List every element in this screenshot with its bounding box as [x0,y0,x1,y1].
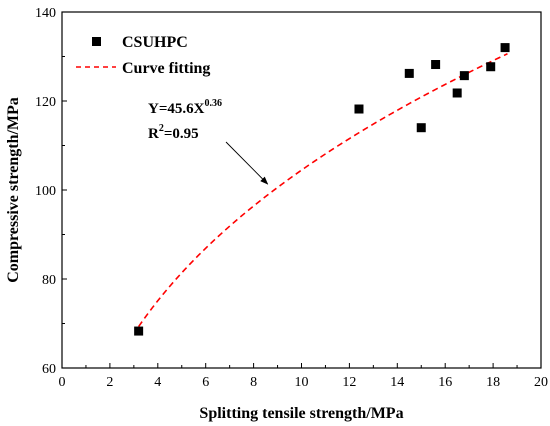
fit-curve [137,53,508,328]
fit-equation-annotation: Y=45.6X0.36 R2=0.95 [148,98,269,185]
fit-equation: Y=45.6X0.36 [148,98,222,117]
x-tick-label: 16 [438,375,452,390]
y-tick-label: 80 [42,273,56,288]
x-tick-label: 2 [106,375,113,390]
data-points [134,43,510,336]
fit-equation-exponent: 0.36 [204,98,222,109]
data-point [354,104,364,114]
plot-area-frame [61,11,542,369]
x-axis-title: Splitting tensile strength/MPa [199,405,403,422]
x-tick-label: 18 [486,375,500,390]
data-point [459,71,469,81]
data-point [134,326,144,336]
x-tick-label: 0 [59,375,66,390]
x-tick-label: 10 [295,375,309,390]
x-tick-label: 4 [154,375,161,390]
legend-label-csuhpc: CSUHPC [122,34,188,51]
y-tick-label: 60 [42,362,56,377]
legend-label-curve-fitting: Curve fitting [122,60,210,77]
x-tick-label: 6 [202,375,209,390]
y-tick-label: 100 [35,184,56,199]
data-point [500,43,510,53]
data-point [416,123,426,133]
data-point [431,60,441,70]
legend: CSUHPC Curve fitting [76,34,210,77]
y-axis-title: Compressive strength/MPa [5,97,22,283]
data-point [452,88,462,98]
y-tick-label: 140 [35,6,56,21]
fit-equation-base: Y=45.6X [148,101,205,117]
r-squared-prefix: R [148,126,159,142]
r-squared-exponent: 2 [159,123,164,134]
y-tick-label: 120 [35,95,56,110]
data-point [486,62,496,72]
fit-curve-layer [137,53,508,328]
r-squared-value: =0.95 [164,126,199,142]
legend-marker-csuhpc [92,37,101,46]
x-tick-label: 20 [534,375,548,390]
x-tick-label: 14 [390,375,404,390]
data-point [404,68,414,78]
x-tick-label: 12 [342,375,356,390]
axis-ticks: 0 2 4 6 8 10 12 14 16 18 20 60 80 100 120 140 [35,6,548,390]
annotation-arrow [225,141,269,185]
x-tick-label: 8 [250,375,257,390]
r-squared: R2=0.95 [148,123,199,142]
